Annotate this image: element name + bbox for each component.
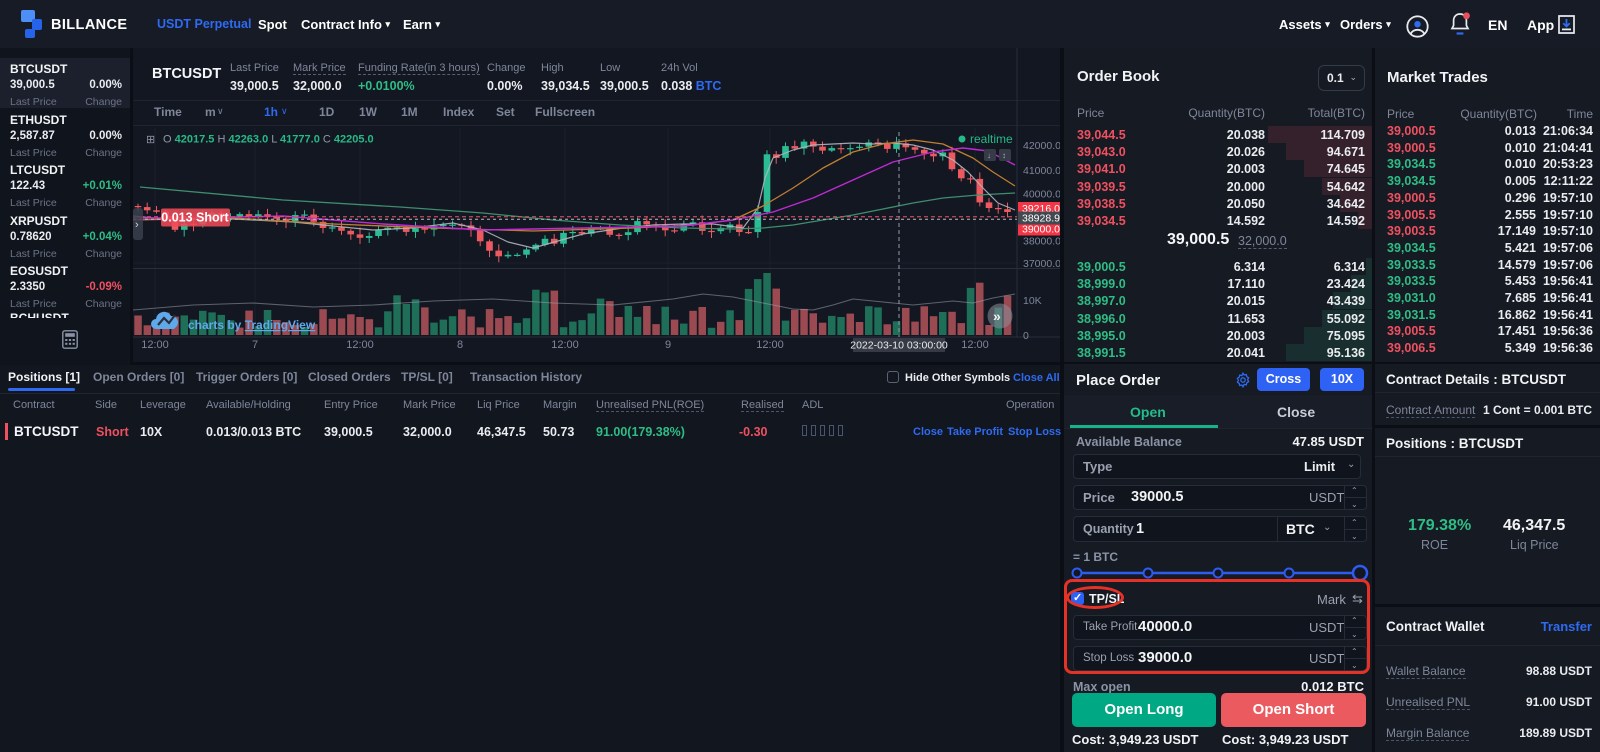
svg-text:0.013 Short: 0.013 Short: [161, 211, 229, 225]
svg-text:»: »: [993, 308, 1001, 324]
svg-text:↕: ↕: [1002, 151, 1006, 160]
svg-text:10K: 10K: [1023, 295, 1042, 307]
svg-text:⊞: ⊞: [146, 134, 155, 146]
svg-text:›: ›: [135, 219, 139, 231]
svg-text:↓: ↓: [987, 151, 991, 160]
svg-text:12:00: 12:00: [961, 339, 989, 351]
svg-text:12:00: 12:00: [551, 339, 579, 351]
svg-text:37000.0: 37000.0: [1023, 258, 1060, 270]
svg-text:8: 8: [457, 339, 463, 351]
svg-text:7: 7: [252, 339, 258, 351]
svg-text:41000.0: 41000.0: [1023, 165, 1060, 177]
svg-text:O 42017.5 H 42263.0 L 41777.0: O 42017.5 H 42263.0 L 41777.0 C 42205.0: [163, 134, 374, 146]
svg-text:0: 0: [1023, 330, 1029, 342]
svg-text:2022-03-10 03:00:00: 2022-03-10 03:00:00: [850, 340, 948, 352]
svg-text:38000.0: 38000.0: [1023, 236, 1060, 248]
svg-text:9: 9: [665, 339, 671, 351]
svg-text:charts by TradingView: charts by TradingView: [188, 318, 316, 332]
svg-text:12:00: 12:00: [346, 339, 374, 351]
svg-text:38928.9: 38928.9: [1022, 213, 1060, 225]
svg-text:42000.0: 42000.0: [1023, 140, 1060, 152]
svg-text:12:00: 12:00: [141, 339, 169, 351]
svg-text:12:00: 12:00: [756, 339, 784, 351]
svg-text:39000.0: 39000.0: [1022, 224, 1060, 236]
svg-text:realtime: realtime: [970, 132, 1013, 146]
svg-text:40000.0: 40000.0: [1023, 189, 1060, 201]
